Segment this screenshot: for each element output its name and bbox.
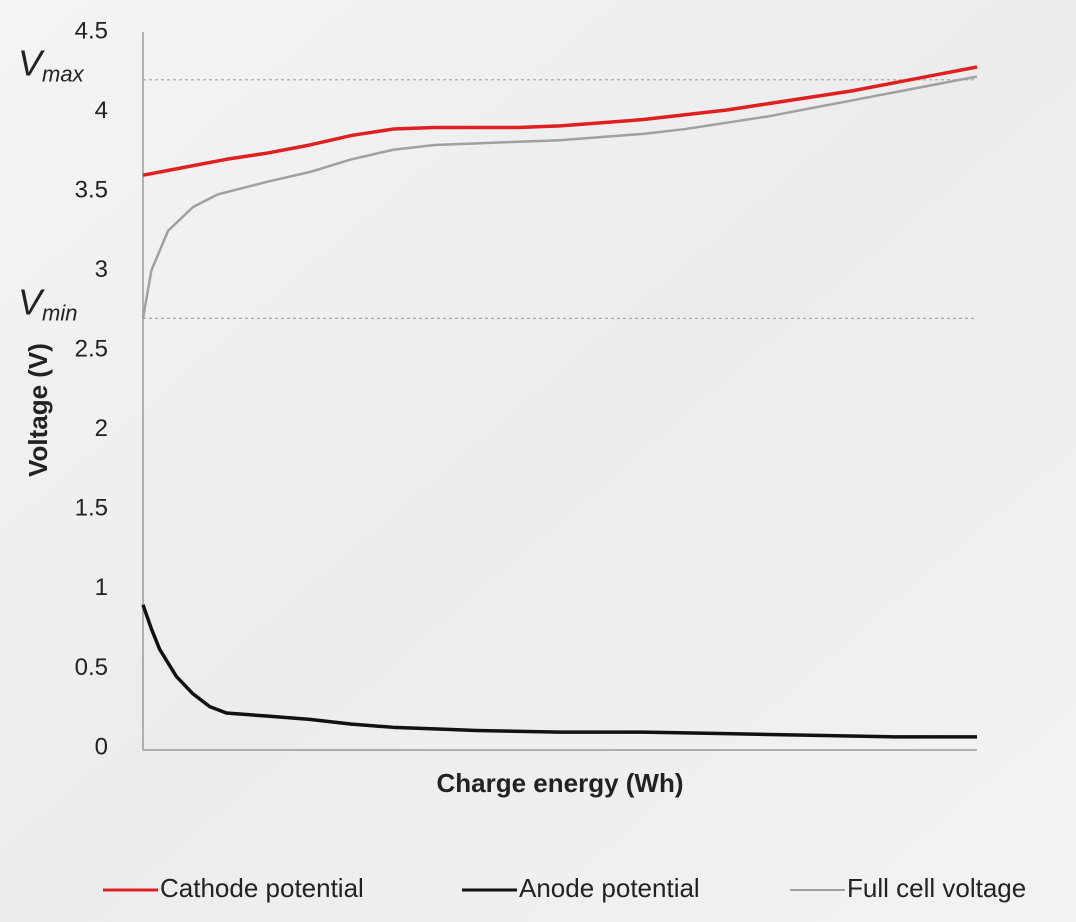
- y-tick-label: 4.5: [75, 17, 108, 44]
- reference-symbol: V: [18, 42, 45, 83]
- y-tick-label: 3.5: [75, 176, 108, 203]
- legend-label: Cathode potential: [160, 873, 364, 903]
- y-tick-label: 2: [95, 415, 108, 442]
- y-tick-label: 3: [95, 256, 108, 283]
- reference-subscript: min: [42, 300, 77, 325]
- y-tick-label: 2.5: [75, 336, 108, 363]
- series-line: [141, 75, 978, 319]
- x-axis-title: Charge energy (Wh): [436, 768, 683, 798]
- y-axis-title: Voltage (V): [23, 343, 53, 477]
- reference-symbol: V: [18, 281, 45, 322]
- reference-label: Vmax: [18, 42, 85, 86]
- reference-label: Vmin: [18, 281, 77, 325]
- reference-subscript: max: [42, 62, 85, 87]
- y-tick-label: 0: [95, 733, 108, 760]
- legend-label: Anode potential: [519, 873, 700, 903]
- y-tick-label: 0.5: [75, 654, 108, 681]
- y-tick-label: 4: [95, 97, 108, 124]
- series-line: [142, 65, 978, 177]
- series-line: [141, 604, 977, 739]
- legend-label: Full cell voltage: [847, 873, 1026, 903]
- y-tick-label: 1.5: [75, 495, 108, 522]
- y-tick-label: 1: [95, 574, 108, 601]
